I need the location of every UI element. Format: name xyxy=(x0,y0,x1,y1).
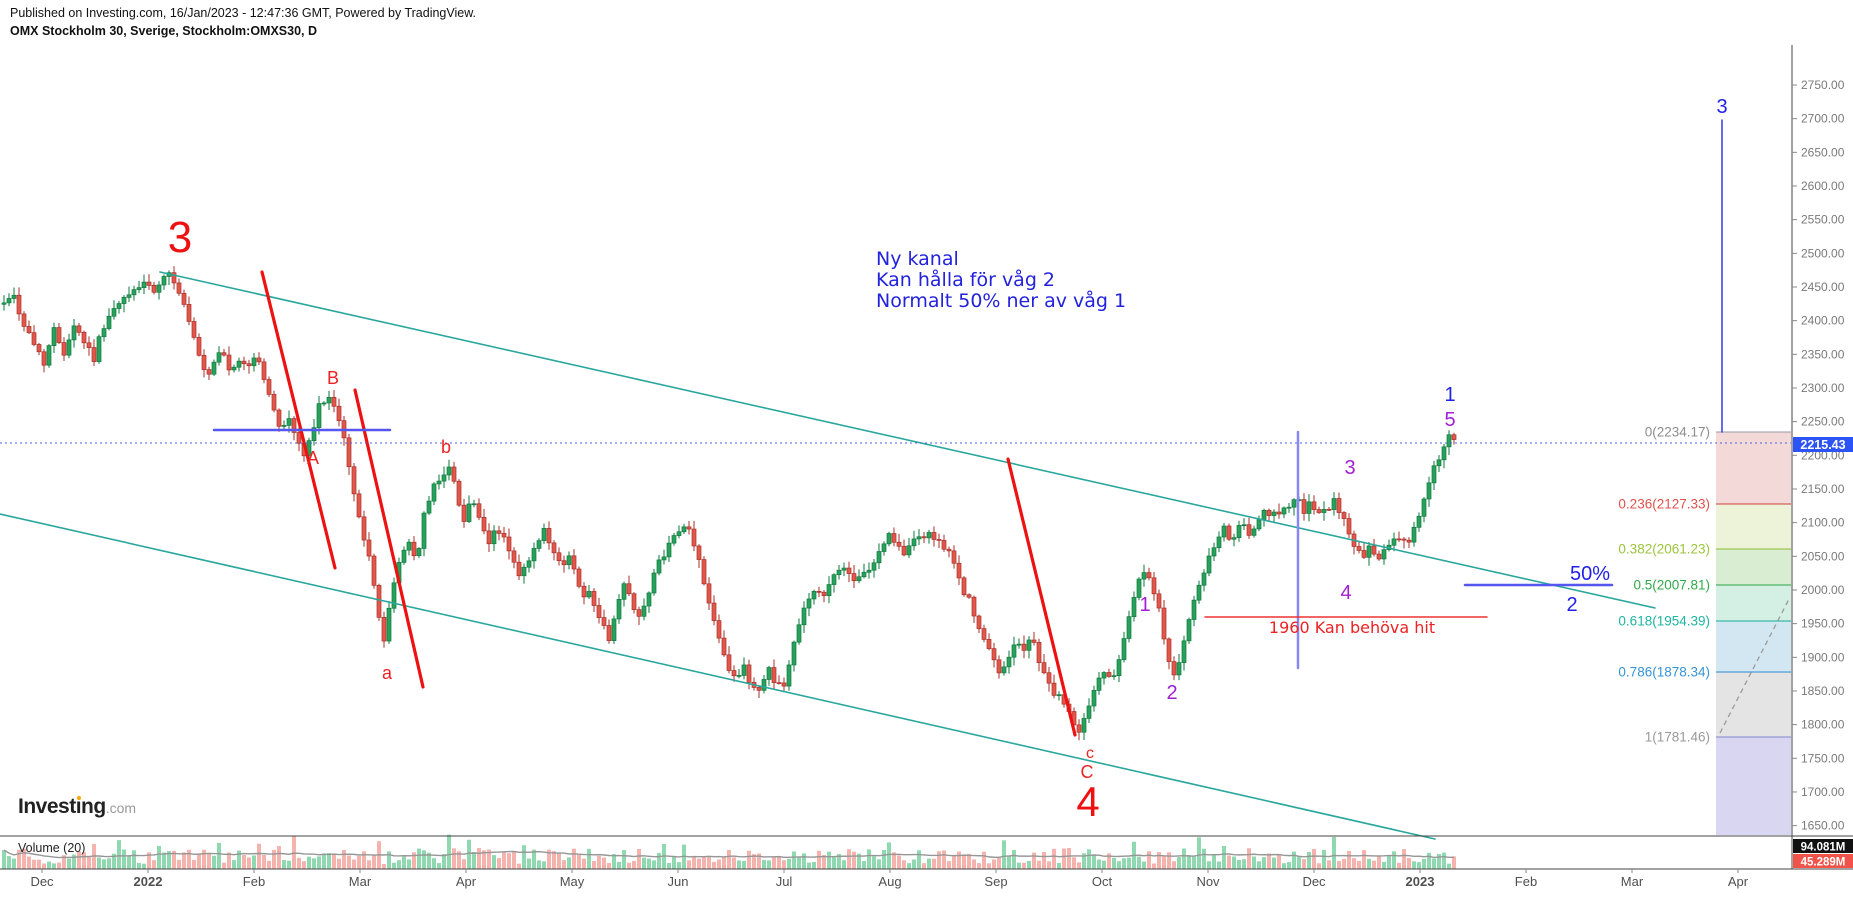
svg-text:1650.00: 1650.00 xyxy=(1801,819,1845,833)
svg-text:Sep: Sep xyxy=(984,874,1007,889)
svg-text:2550.00: 2550.00 xyxy=(1801,213,1845,227)
svg-text:0.786(1878.34): 0.786(1878.34) xyxy=(1618,665,1710,680)
svg-text:1900.00: 1900.00 xyxy=(1801,650,1845,664)
teal-line xyxy=(0,513,1436,840)
svg-text:Jun: Jun xyxy=(668,874,689,889)
analyst-note-blue: Ny kanal Kan hålla för våg 2 Normalt 50%… xyxy=(876,249,1126,312)
svg-text:1850.00: 1850.00 xyxy=(1801,684,1845,698)
svg-text:Aug: Aug xyxy=(878,874,901,889)
logo-orange-dot-i: ı xyxy=(75,795,82,818)
svg-text:2022: 2022 xyxy=(134,874,163,889)
wave-label-2: 2 xyxy=(1166,682,1177,704)
svg-text:Apr: Apr xyxy=(1728,874,1749,889)
analysis-lines[interactable] xyxy=(0,119,1791,840)
svg-text:2250.00: 2250.00 xyxy=(1801,415,1845,429)
svg-text:1750.00: 1750.00 xyxy=(1801,751,1845,765)
volume-pane xyxy=(2,834,1456,869)
last-price-badge xyxy=(1793,437,1853,452)
axis-badges: 2215.43 94.081M 45.289M xyxy=(1793,437,1853,869)
published-line: Published on Investing.com, 16/Jan/2023 … xyxy=(10,6,477,20)
svg-text:Dec: Dec xyxy=(30,874,54,889)
wave-label-c: C xyxy=(1081,762,1094,782)
svg-text:2350.00: 2350.00 xyxy=(1801,347,1845,361)
svg-text:1700.00: 1700.00 xyxy=(1801,785,1845,799)
svg-text:2100.00: 2100.00 xyxy=(1801,516,1845,530)
svg-text:Feb: Feb xyxy=(1515,874,1537,889)
svg-text:Apr: Apr xyxy=(456,874,477,889)
svg-text:2300.00: 2300.00 xyxy=(1801,381,1845,395)
svg-text:1950.00: 1950.00 xyxy=(1801,617,1845,631)
wave-label-4: 4 xyxy=(1340,582,1351,604)
svg-text:2400.00: 2400.00 xyxy=(1801,314,1845,328)
svg-text:0.382(2061.23): 0.382(2061.23) xyxy=(1618,542,1710,557)
svg-text:Nov: Nov xyxy=(1196,874,1220,889)
wave-label-1: 1 xyxy=(1139,594,1150,616)
svg-text:94.081M: 94.081M xyxy=(1801,842,1846,854)
svg-text:Mar: Mar xyxy=(1621,874,1644,889)
svg-text:1(1781.46): 1(1781.46) xyxy=(1645,730,1710,745)
fib-retracement-zone xyxy=(1716,431,1791,835)
note-line-3: Normalt 50% ner av våg 1 xyxy=(876,290,1127,312)
teal-line xyxy=(159,271,1656,609)
svg-text:May: May xyxy=(560,874,585,889)
volume-indicator-label: Volume (20) xyxy=(18,841,86,855)
svg-text:2215.43: 2215.43 xyxy=(1800,438,1845,452)
svg-text:45.289M: 45.289M xyxy=(1801,857,1846,869)
axes[interactable]: 2750.00 2700.00 2650.00 2600.00 2550.00 2500.… xyxy=(0,45,1853,889)
svg-text:2700.00: 2700.00 xyxy=(1801,112,1845,126)
svg-text:Jul: Jul xyxy=(776,874,793,889)
symbol-title: OMX Stockholm 30, Sverige, Stockholm:OMX… xyxy=(10,24,318,38)
wave-label-50pct: 50% xyxy=(1570,563,1610,585)
wave-label-a: A xyxy=(307,448,319,468)
wave-label-3: 3 xyxy=(1344,457,1355,479)
analyst-note-red: 1960 Kan behöva hit xyxy=(1268,618,1436,637)
svg-text:0.236(2127.33): 0.236(2127.33) xyxy=(1618,497,1710,512)
fib-level-labels: 0(2234.17) 0.236(2127.33) 0.382(2061.23) 0.… xyxy=(1618,425,1710,745)
volume-badge-0 xyxy=(1793,839,1853,853)
red-steep-line xyxy=(1006,457,1077,737)
wave-label-4: 4 xyxy=(1076,778,1099,825)
svg-text:Feb: Feb xyxy=(243,874,265,889)
svg-text:2023: 2023 xyxy=(1406,874,1435,889)
svg-text:Dec: Dec xyxy=(1302,874,1326,889)
svg-text:2750.00: 2750.00 xyxy=(1801,78,1845,92)
candlesticks xyxy=(1,266,1457,741)
svg-text:2650.00: 2650.00 xyxy=(1801,145,1845,159)
svg-text:2000.00: 2000.00 xyxy=(1801,583,1845,597)
volume-badge-1 xyxy=(1793,854,1853,868)
svg-text:Oct: Oct xyxy=(1092,874,1113,889)
svg-text:2050.00: 2050.00 xyxy=(1801,549,1845,563)
wave-label-3: 3 xyxy=(168,213,192,262)
wave-label-5: 5 xyxy=(1444,409,1455,431)
logo-suffix: .com xyxy=(105,800,137,816)
svg-text:0.5(2007.81): 0.5(2007.81) xyxy=(1633,578,1710,593)
wave-label-b: B xyxy=(327,368,339,388)
svg-text:0.618(1954.39): 0.618(1954.39) xyxy=(1618,614,1710,629)
investing-logo: Investıng.com xyxy=(18,795,137,818)
note-line-1: Ny kanal xyxy=(876,248,959,270)
red-steep-line xyxy=(353,388,425,689)
red-steep-line xyxy=(260,270,337,570)
svg-text:2600.00: 2600.00 xyxy=(1801,179,1845,193)
svg-text:2450.00: 2450.00 xyxy=(1801,280,1845,294)
wave-label-c: c xyxy=(1086,745,1094,762)
svg-text:Mar: Mar xyxy=(349,874,372,889)
wave-label-a: a xyxy=(382,663,393,683)
wave-label-3: 3 xyxy=(1716,96,1727,118)
wave-label-1: 1 xyxy=(1444,384,1455,406)
wave-label-2: 2 xyxy=(1566,594,1577,616)
svg-text:2150.00: 2150.00 xyxy=(1801,482,1845,496)
svg-text:0(2234.17): 0(2234.17) xyxy=(1645,425,1710,440)
svg-text:1800.00: 1800.00 xyxy=(1801,718,1845,732)
note-line-2: Kan hålla för våg 2 xyxy=(876,269,1056,291)
svg-text:2500.00: 2500.00 xyxy=(1801,246,1845,260)
wave-label-b: b xyxy=(441,437,451,457)
